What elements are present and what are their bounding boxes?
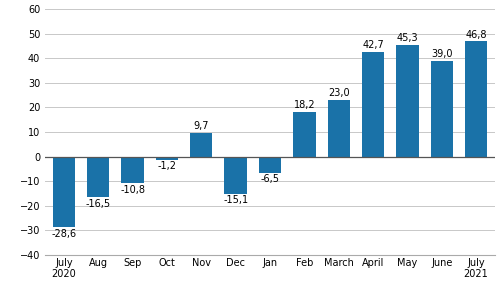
Bar: [396, 45, 418, 157]
Bar: [190, 133, 212, 157]
Text: -15,1: -15,1: [223, 196, 248, 206]
Bar: [156, 157, 178, 160]
Text: -6,5: -6,5: [260, 174, 280, 184]
Text: 42,7: 42,7: [362, 40, 384, 50]
Bar: [328, 100, 350, 157]
Bar: [52, 157, 75, 227]
Text: 46,8: 46,8: [466, 30, 487, 40]
Text: -1,2: -1,2: [158, 161, 176, 171]
Text: 18,2: 18,2: [294, 100, 315, 110]
Text: 23,0: 23,0: [328, 88, 349, 98]
Bar: [122, 157, 144, 183]
Bar: [293, 112, 316, 157]
Text: 39,0: 39,0: [431, 49, 452, 59]
Bar: [465, 41, 487, 157]
Bar: [362, 52, 384, 157]
Bar: [430, 61, 453, 157]
Bar: [259, 157, 281, 172]
Text: 45,3: 45,3: [396, 33, 418, 43]
Text: 9,7: 9,7: [194, 121, 209, 131]
Bar: [87, 157, 110, 197]
Text: -10,8: -10,8: [120, 185, 145, 195]
Text: -16,5: -16,5: [86, 199, 111, 209]
Text: -28,6: -28,6: [52, 229, 76, 239]
Bar: [224, 157, 247, 194]
